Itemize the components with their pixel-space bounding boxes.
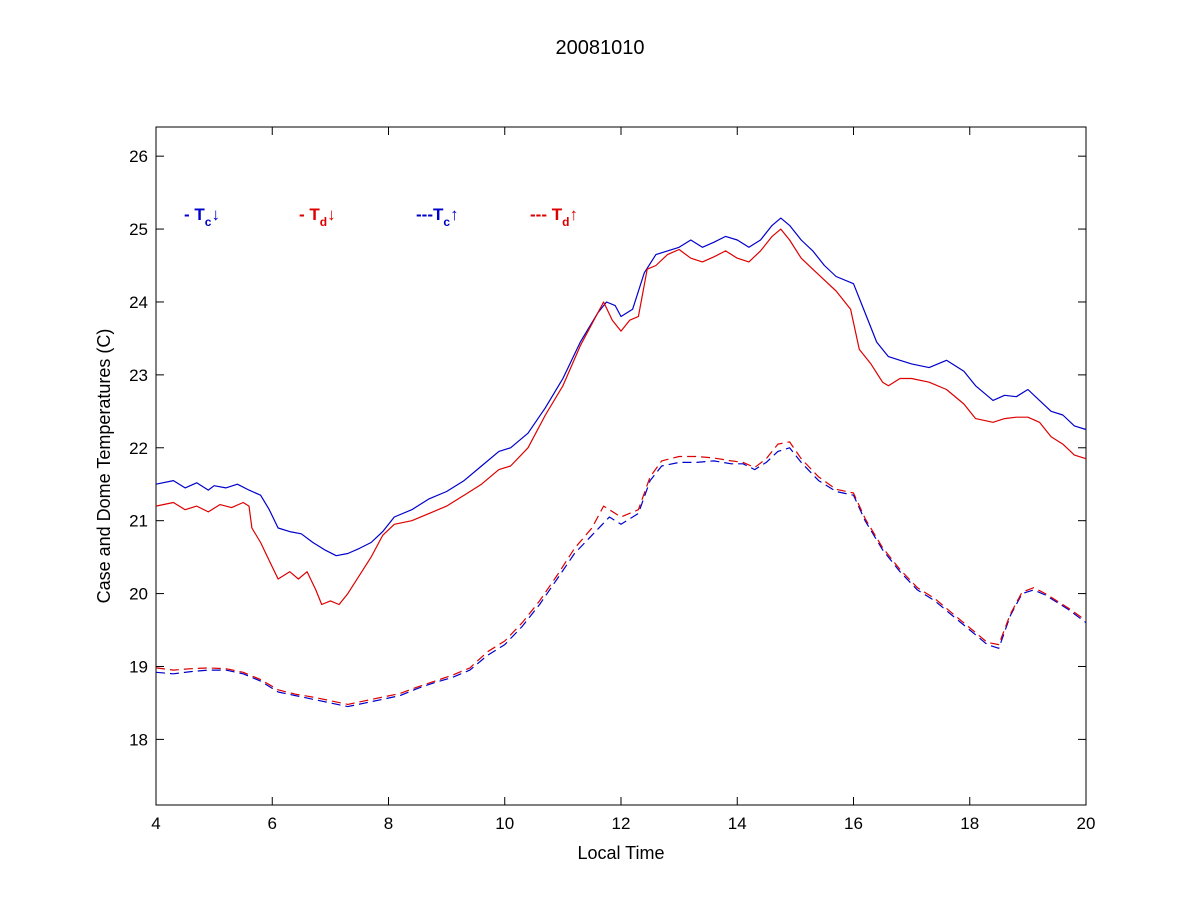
plot-area-frame	[155, 126, 1087, 806]
series-line-tc-down	[155, 217, 1087, 557]
series-group	[155, 217, 1087, 708]
series-line-td-down	[155, 228, 1087, 606]
legend-entry: --- Td↑	[530, 205, 578, 229]
axis-ticks: 4 6 8 10 12 14 16 18 20 18 19 20 21 22 23 24 25 26	[129, 127, 1095, 833]
chart-title: 20081010	[556, 37, 645, 59]
legend-entry-subscript: c	[443, 215, 450, 229]
legend-entry: - Tc↓	[184, 205, 220, 229]
legend-entry-symbol: T	[552, 205, 563, 224]
legend-entry-prefix: ---	[530, 205, 552, 224]
legend-entry-arrow: ↓	[211, 205, 220, 224]
legend-entry-arrow: ↑	[569, 205, 578, 224]
y-tick-label: 18	[129, 730, 148, 749]
x-tick-label: 20	[1077, 814, 1096, 833]
y-axis-label: Case and Dome Temperatures (C)	[94, 329, 114, 604]
x-axis-label: Local Time	[577, 843, 664, 863]
legend-entry-prefix: -	[299, 205, 309, 224]
legend-entry-symbol: T	[194, 205, 205, 224]
y-tick-label: 20	[129, 585, 148, 604]
series-line-td-up	[155, 441, 1087, 705]
y-tick-label: 25	[129, 220, 148, 239]
x-tick-label: 8	[384, 814, 393, 833]
x-tick-label: 18	[960, 814, 979, 833]
x-tick-label: 16	[844, 814, 863, 833]
x-tick-label: 6	[268, 814, 277, 833]
legend-entry: - Td↓	[299, 205, 336, 229]
legend-entry: ---Tc↑	[416, 205, 459, 229]
y-tick-label: 21	[129, 512, 148, 531]
legend-entry-symbol: T	[309, 205, 320, 224]
x-tick-label: 10	[495, 814, 514, 833]
y-tick-label: 24	[129, 293, 148, 312]
legend-entry-subscript: d	[320, 215, 327, 229]
legend-entry-subscript: d	[562, 215, 569, 229]
x-tick-label: 12	[612, 814, 631, 833]
y-tick-label: 22	[129, 439, 148, 458]
y-tick-label: 19	[129, 657, 148, 676]
legend-entry-subscript: c	[205, 215, 212, 229]
legend-entry-arrow: ↑	[450, 205, 459, 224]
legend-entry-arrow: ↓	[327, 205, 336, 224]
x-tick-label: 14	[728, 814, 747, 833]
legend-entry-prefix: ---	[416, 205, 433, 224]
x-tick-label: 4	[151, 814, 160, 833]
legend-entry-symbol: T	[433, 205, 444, 224]
legend-entry-prefix: -	[184, 205, 194, 224]
legend: - Tc↓ - Td↓ ---Tc↑ --- Td↑	[184, 205, 578, 229]
y-tick-label: 26	[129, 147, 148, 166]
y-tick-label: 23	[129, 366, 148, 385]
